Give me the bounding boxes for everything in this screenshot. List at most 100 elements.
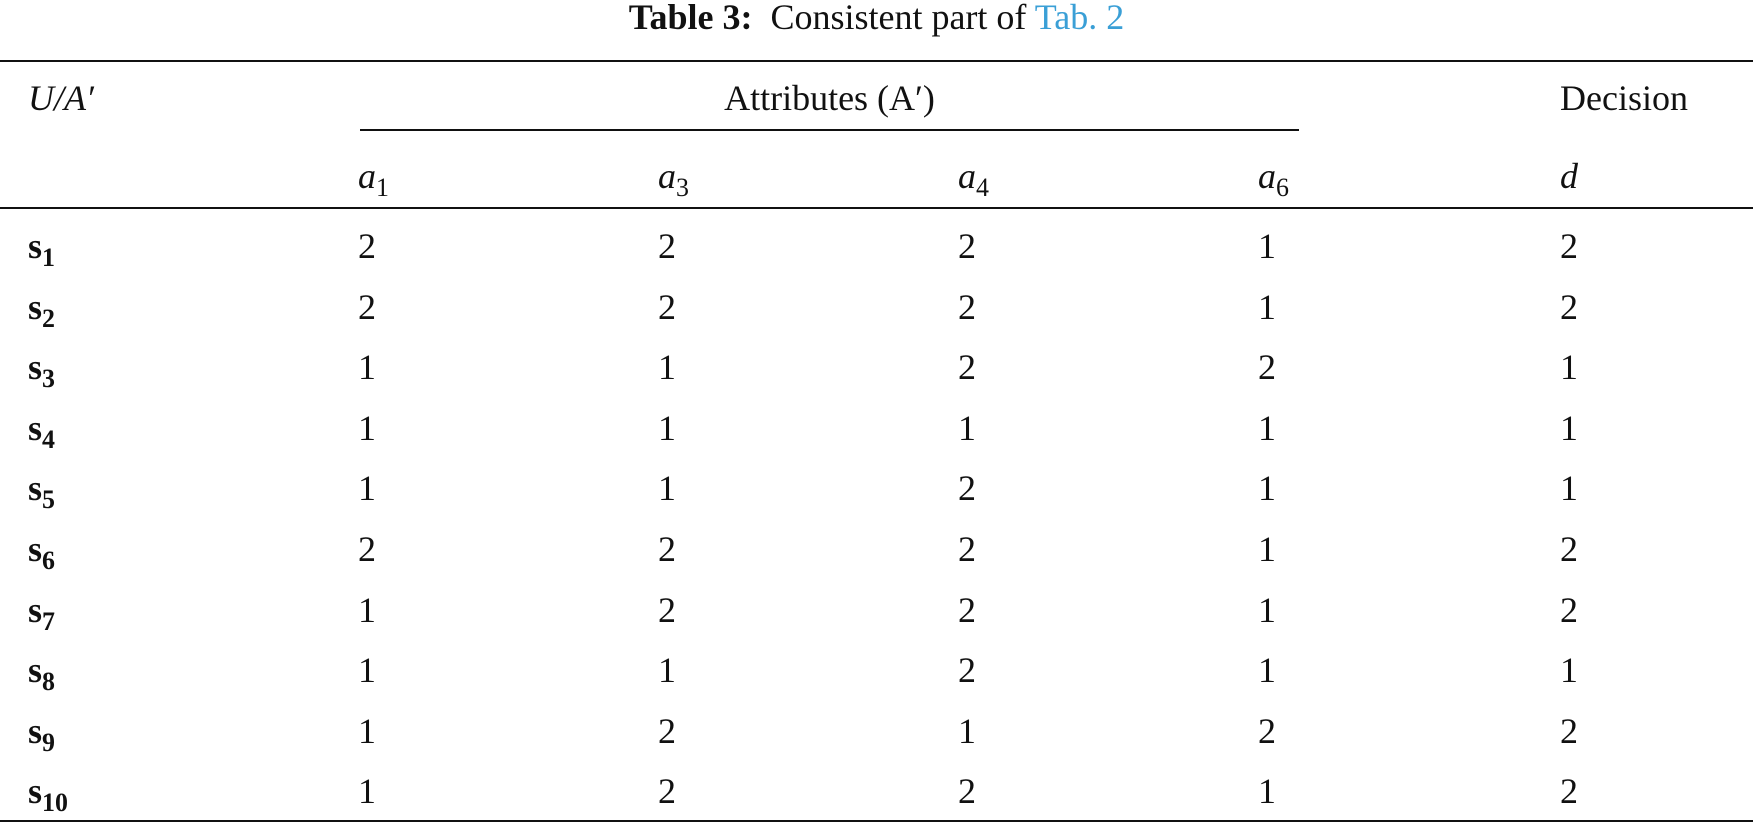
row-label-base: s [28,589,43,630]
top-rule [0,60,1753,62]
table-cell: 1 [358,710,376,751]
column-header-sub: 1 [376,172,389,202]
table-cell: 1 [1258,226,1276,266]
row-label-base: s [28,407,43,448]
table-cell: 2 [958,226,976,266]
table-cell: 1 [358,468,376,509]
table-cell: 2 [958,286,976,327]
table-cell: 2 [1258,347,1276,388]
row-label: s5 [28,468,55,512]
table-cell: 1 [1258,407,1276,448]
bottom-rule [0,820,1753,822]
row-label-base: s [28,226,43,266]
table-cell: 1 [358,347,376,388]
table-cell: 2 [1560,286,1578,327]
table-cell: 2 [658,771,676,812]
table-cell: 2 [658,286,676,327]
table-cell: 1 [658,650,676,691]
table-cell: 1 [1258,286,1276,327]
table-cell: 2 [1560,710,1578,751]
table-cell: 2 [658,529,676,569]
column-header: a6 [1258,156,1289,200]
column-header-base: d [1560,156,1578,196]
row-label: s2 [28,286,55,331]
table-cell: 1 [1258,650,1276,691]
column-header-base: a [358,156,376,196]
table-cell: 1 [1560,407,1578,448]
row-label: s6 [28,529,55,573]
table-caption: Table 3: Consistent part of Tab. 2 [0,0,1753,37]
table-cell: 1 [358,407,376,448]
table-cell: 2 [358,286,376,327]
table-cell: 2 [958,771,976,812]
row-label-base: s [28,529,43,569]
column-header-base: a [658,156,676,196]
row-label: s1 [28,226,55,270]
table-cell: 2 [358,226,376,266]
column-header: a4 [958,156,989,200]
row-label-sub: 1 [42,242,55,272]
row-label-sub: 3 [42,363,55,393]
row-label-base: s [28,710,43,751]
row-label: s7 [28,589,55,634]
table-cell: 2 [958,468,976,509]
column-header-sub: 4 [976,172,989,202]
row-label-sub: 5 [42,485,55,515]
table-cell: 1 [658,347,676,388]
table-cell: 2 [658,226,676,266]
row-label: s10 [28,771,68,815]
table-cell: 2 [658,710,676,751]
table-cell: 2 [1560,589,1578,630]
row-label-base: s [28,771,43,812]
row-label-base: s [28,347,43,388]
decision-header: Decision [1560,78,1688,118]
row-label-sub: 4 [42,424,55,454]
row-label-sub: 9 [42,727,55,757]
table-cell: 1 [358,771,376,812]
table-cell: 1 [1560,468,1578,509]
row-label-sub: 7 [42,606,55,636]
table-cell: 2 [1560,529,1578,569]
row-label-sub: 6 [42,545,55,575]
table-cell: 1 [1258,771,1276,812]
table-cell: 1 [1560,650,1578,691]
column-header-sub: 6 [1276,172,1289,202]
attributes-header: Attributes (A′) [724,78,935,118]
group-rule [360,129,1299,131]
column-header: a3 [658,156,689,200]
header-rule [0,207,1753,209]
table-cell: 2 [958,589,976,630]
row-label-base: s [28,650,43,691]
caption-text: Consistent part of [770,0,1027,37]
row-label: s3 [28,347,55,391]
table-cell: 1 [658,468,676,509]
table-cell: 2 [1560,771,1578,812]
table-cell: 2 [958,529,976,569]
table-cell: 1 [1258,529,1276,569]
table-cell: 2 [1560,226,1578,266]
table-link[interactable]: Tab. 2 [1034,0,1125,37]
table-cell: 1 [958,710,976,751]
table-cell: 2 [358,529,376,569]
table-cell: 1 [358,589,376,630]
table-cell: 1 [1560,347,1578,388]
table-cell: 2 [958,650,976,691]
row-label: s4 [28,407,55,452]
table-cell: 1 [958,407,976,448]
row-label-base: s [28,286,43,327]
column-header-sub: 3 [676,172,689,202]
table-cell: 1 [658,407,676,448]
row-label-sub: 10 [42,788,68,818]
row-label: s9 [28,710,55,755]
table-cell: 2 [658,589,676,630]
caption-label: Table 3: [628,0,753,37]
row-label-base: s [28,468,43,509]
corner-header: U/A′ [28,78,94,118]
table-cell: 1 [1258,468,1276,509]
column-header-base: a [958,156,976,196]
column-header-base: a [1258,156,1276,196]
column-header: d [1560,156,1578,196]
table-cell: 1 [358,650,376,691]
table-cell: 2 [958,347,976,388]
